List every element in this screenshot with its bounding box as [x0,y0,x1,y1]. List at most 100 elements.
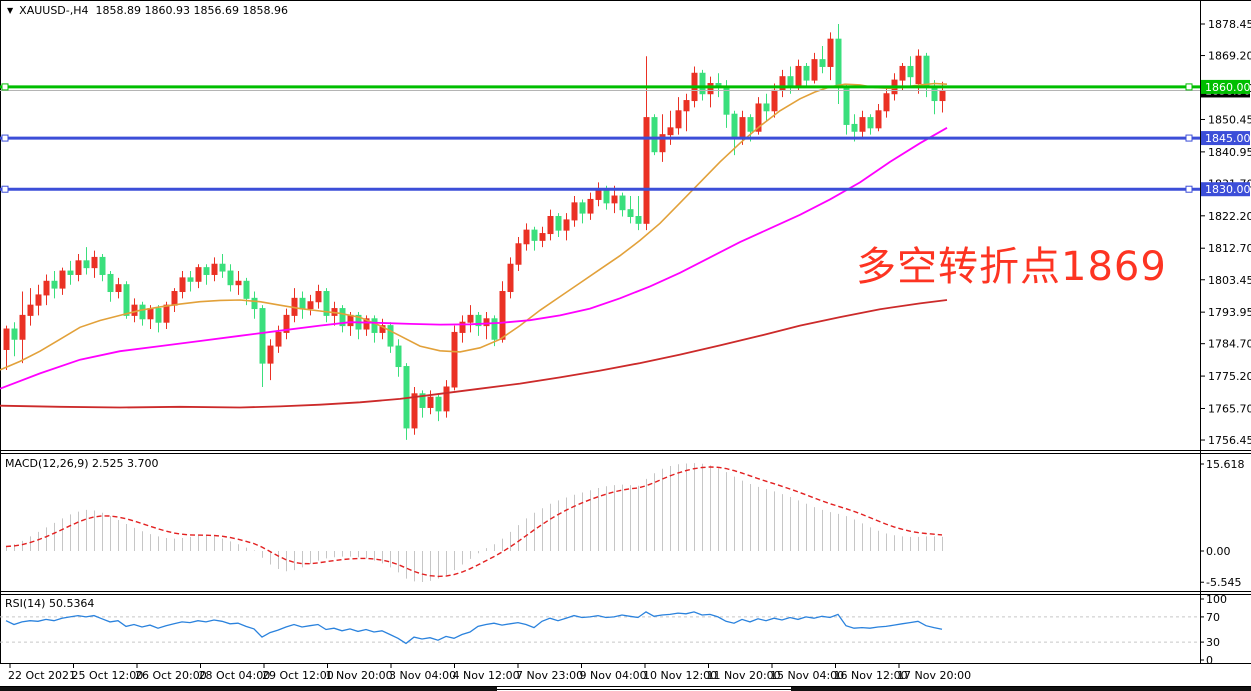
candle [195,267,202,282]
candle [851,123,858,132]
candle [83,260,90,269]
candle [587,198,594,214]
price-axis-label: 1869.20 [1208,50,1251,63]
candle [147,308,154,320]
candle [395,345,402,368]
candle [795,65,802,88]
candle [611,195,618,204]
rsi-label: RSI(14) 50.5364 [5,597,95,610]
macd-axis-label: 15.618 [1206,458,1245,471]
candle [915,55,922,85]
candle [707,83,714,95]
candle [667,127,674,136]
time-axis-label: 29 Oct 12:00 [262,669,334,682]
candle [939,89,946,102]
annotation-text[interactable]: 多空转折点1869 [856,244,1167,290]
candle [771,89,778,112]
candle [843,86,850,125]
price-axis-label: 1784.70 [1208,338,1251,351]
candle [627,209,634,217]
candle [419,393,426,408]
candle [787,76,794,88]
time-axis-label: 28 Oct 04:00 [199,669,271,682]
candle [619,195,626,211]
scrollbar-segment[interactable] [791,687,1251,691]
candle [155,308,162,323]
candle [179,277,186,293]
candle [163,304,170,323]
candle [35,294,42,306]
candle [459,321,466,333]
time-axis-label: 25 Oct 12:00 [72,669,144,682]
macd-label: MACD(12,26,9) 2.525 3.700 [5,457,159,470]
rsi-axis-label: 30 [1206,636,1220,649]
price-axis-label: 1822.20 [1208,210,1251,223]
candle [811,59,818,81]
candle [723,86,730,115]
candle [635,215,642,224]
candle [579,202,586,214]
candle [651,117,658,153]
candle [307,301,314,310]
chart-title-text: XAUUSD-,H4 1858.89 1860.93 1856.69 1858.… [19,4,288,17]
candle [739,117,746,139]
candle [555,215,562,231]
candle [443,386,450,412]
candle [827,38,834,67]
hline-handle[interactable] [1,185,9,193]
symbol-dropdown-icon[interactable]: ▼ [7,6,14,15]
candle [275,331,282,347]
candle [899,65,906,81]
candle [43,280,50,296]
candle [427,396,434,408]
hline-handle[interactable] [1185,83,1193,91]
candle [131,304,138,316]
candle [363,318,370,330]
time-axis-label: 9 Nov 04:00 [580,669,647,682]
hline-handle[interactable] [1185,134,1193,142]
candle [523,229,530,245]
hline-handle[interactable] [1,134,9,142]
price-axis-label: 1850.45 [1208,113,1251,126]
rsi-axis-label: 100 [1206,593,1227,606]
candle [835,38,842,88]
hline-handle[interactable] [1185,185,1193,193]
chart-title: ▼ XAUUSD-,H4 1858.89 1860.93 1856.69 185… [7,4,288,17]
candle [187,277,194,282]
scrollbar-segment[interactable] [0,687,497,691]
hline-price-tag-label: 1830.00 [1205,183,1251,196]
candle [243,280,250,299]
price-axis-label: 1878.45 [1208,18,1251,31]
candle [259,308,266,364]
candle [931,86,938,102]
candle [435,396,442,412]
price-axis-label: 1793.95 [1208,306,1251,319]
candle [859,117,866,132]
candle [803,65,810,81]
hline-price-tag [1201,79,1250,94]
candle [763,103,770,112]
price-axis-label: 1756.45 [1208,434,1251,447]
candle [27,304,34,316]
candle [123,284,130,316]
candle [875,110,882,129]
price-axis-label: 1812.70 [1208,242,1251,255]
hline-handle[interactable] [1,83,9,91]
candle [923,55,930,88]
candle [171,291,178,306]
candle [99,256,106,275]
candle [747,117,754,132]
candle [75,260,82,275]
candle [371,318,378,333]
candle [251,297,258,310]
candle [59,270,66,289]
candle [211,263,218,275]
candle [819,59,826,67]
candle [203,267,210,275]
candle [563,219,570,231]
rsi-axis-label: 70 [1206,611,1220,624]
time-axis-label: 1 Nov 20:00 [326,669,393,682]
candle [531,229,538,241]
